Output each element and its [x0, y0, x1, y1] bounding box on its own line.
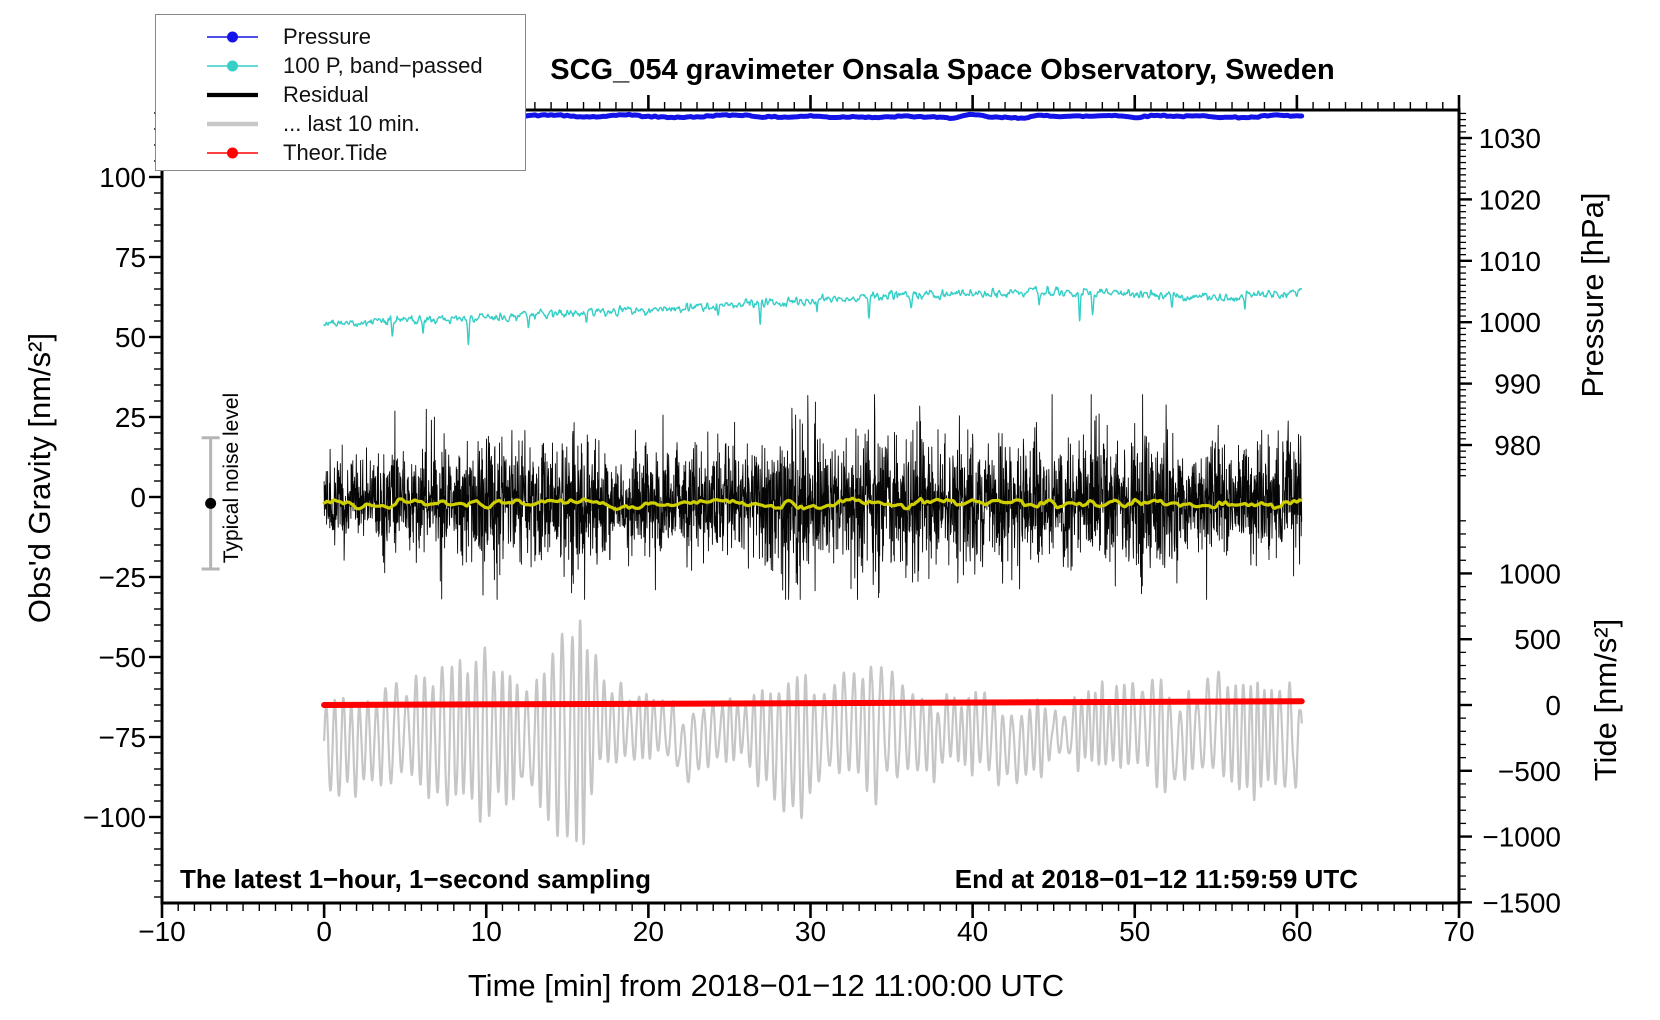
pressure-axis-title: Pressure [hPa]	[1575, 192, 1610, 398]
tick-label: −1500	[1482, 887, 1561, 918]
tick-label: 0	[316, 916, 332, 947]
end-time-note: End at 2018−01−12 11:59:59 UTC	[954, 864, 1358, 894]
tick-label: 60	[1281, 916, 1312, 947]
sampling-note: The latest 1−hour, 1−second sampling	[180, 864, 652, 894]
gravity-axis-title: Obs'd Gravity [nm/s²]	[22, 332, 57, 624]
x-axis-title: Time [min] from 2018−01−12 11:00:00 UTC	[467, 968, 1065, 1003]
series-residual-smoothed	[322, 496, 1303, 511]
tick-label: 30	[795, 916, 826, 947]
tick-label: −500	[1498, 756, 1561, 787]
plot-frame	[160, 108, 1461, 905]
legend-item-label: Residual	[283, 81, 369, 107]
tick-label: 990	[1494, 369, 1541, 400]
tick-label: 25	[115, 402, 146, 433]
series-microseism	[323, 619, 1303, 846]
tick-label: 0	[1545, 690, 1561, 721]
legend-item-label: 100 P, band−passed	[283, 52, 483, 78]
legend-item-3: Residual	[156, 80, 525, 109]
series-pressure-bandpassed	[323, 285, 1303, 346]
tick-label: 40	[957, 916, 988, 947]
legend-item-label: ... last 10 min.	[283, 110, 420, 136]
legend-item-5: Theor.Tide	[156, 138, 525, 167]
tick-label: −50	[99, 642, 147, 673]
tick-label: −1000	[1482, 822, 1561, 853]
legend-line-swatch	[207, 31, 258, 42]
legend-item-label: Pressure	[283, 23, 372, 49]
legend-marker-dot	[227, 60, 238, 71]
tick-label: 1030	[1479, 123, 1541, 154]
legend-item-2: 100 P, band−passed	[156, 51, 525, 80]
tick-label: 75	[115, 242, 146, 273]
noise-level-marker	[201, 436, 220, 571]
tick-label: 50	[115, 322, 146, 353]
legend: Pressure 100 P, band−passed Residual ... la…	[155, 14, 526, 171]
tick-label: 0	[130, 482, 146, 513]
tick-label: −25	[99, 562, 147, 593]
legend-line-swatch	[207, 60, 258, 71]
noise-level-label: Typical noise level	[220, 392, 243, 564]
legend-item-1: Pressure	[156, 22, 525, 51]
tick-label: 70	[1443, 916, 1474, 947]
chart-title: SCG_054 gravimeter Onsala Space Observat…	[550, 54, 1335, 86]
tide-axis-title: Tide [nm/s²]	[1588, 618, 1623, 782]
legend-item-label: Theor.Tide	[283, 139, 388, 165]
tick-label: 1010	[1479, 246, 1541, 277]
tick-label: 10	[471, 916, 502, 947]
legend-item-4: ... last 10 min.	[156, 109, 525, 138]
plot-area	[321, 111, 1305, 846]
tick-label: −75	[99, 722, 147, 753]
series-theor-tide	[321, 698, 1305, 708]
tick-label: 1000	[1499, 558, 1561, 589]
tick-label: 50	[1119, 916, 1150, 947]
tick-label: 500	[1514, 624, 1561, 655]
series-residual	[323, 394, 1303, 600]
legend-line-swatch	[207, 92, 258, 97]
tick-label: 100	[99, 162, 146, 193]
tick-label: 1000	[1479, 307, 1541, 338]
legend-line-swatch	[207, 147, 258, 158]
tick-label: −10	[138, 916, 186, 947]
tick-label: 1020	[1479, 184, 1541, 215]
legend-marker-dot	[227, 31, 238, 42]
tick-label: 980	[1494, 430, 1541, 461]
noise-level-dot	[205, 497, 217, 509]
tick-label: 20	[633, 916, 664, 947]
legend-line-swatch	[207, 121, 258, 126]
legend-marker-dot	[227, 147, 238, 158]
tick-label: −100	[83, 802, 146, 833]
